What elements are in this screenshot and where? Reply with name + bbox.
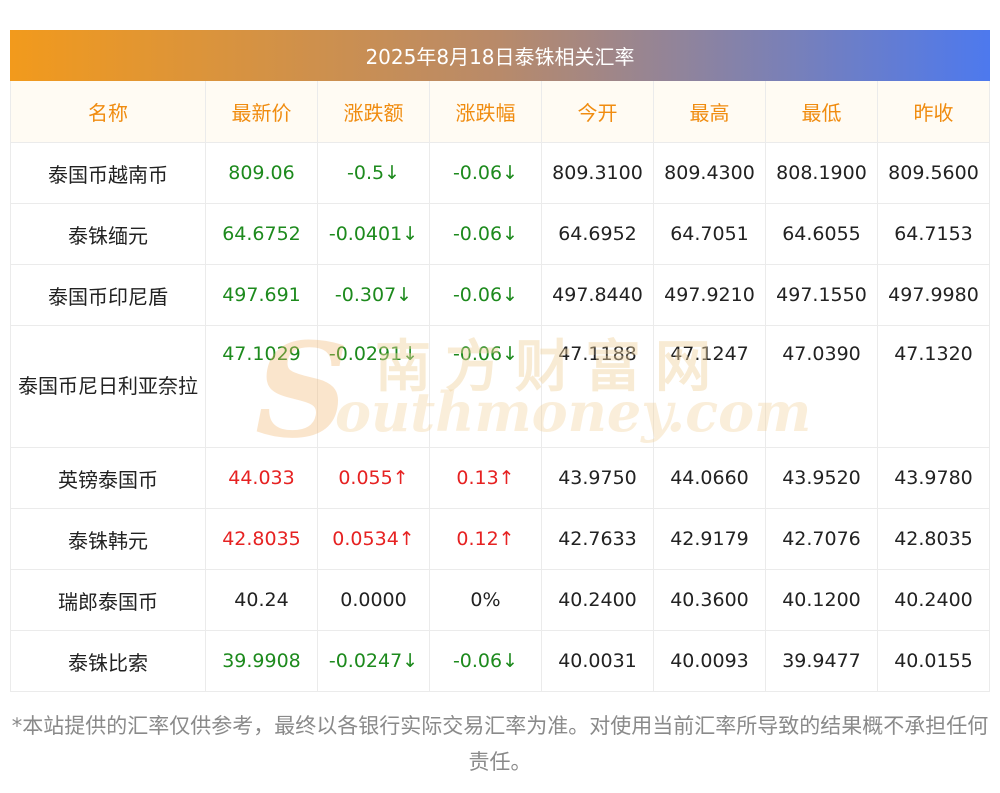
cell-latest: 42.8035 [205, 508, 318, 570]
table-row: 泰铢韩元 42.8035 0.0534↑ 0.12↑ 42.7633 42.9179 42.… [10, 508, 990, 570]
cell-low: 42.7076 [765, 508, 878, 570]
cell-open: 809.3100 [541, 142, 654, 204]
cell-change-pct: -0.06↓ [429, 142, 542, 204]
cell-name: 英镑泰国币 [10, 447, 206, 509]
header-change-pct: 涨跌幅 [429, 81, 542, 143]
cell-open: 40.0031 [541, 630, 654, 692]
cell-latest: 809.06 [205, 142, 318, 204]
cell-change: -0.0247↓ [317, 630, 430, 692]
cell-change: 0.055↑ [317, 447, 430, 509]
cell-prev-close: 42.8035 [877, 508, 990, 570]
table-row: 英镑泰国币 44.033 0.055↑ 0.13↑ 43.9750 44.0660 43.9… [10, 447, 990, 509]
cell-change-pct: -0.06↓ [429, 264, 542, 326]
cell-name: 泰铢韩元 [10, 508, 206, 570]
cell-open: 40.2400 [541, 569, 654, 631]
cell-high: 47.1247 [653, 325, 766, 448]
header-open: 今开 [541, 81, 654, 143]
cell-low: 64.6055 [765, 203, 878, 265]
cell-prev-close: 47.1320 [877, 325, 990, 448]
cell-prev-close: 40.0155 [877, 630, 990, 692]
header-prev-close: 昨收 [877, 81, 990, 143]
cell-high: 40.0093 [653, 630, 766, 692]
header-row: 名称 最新价 涨跌额 涨跌幅 今开 最高 最低 昨收 [10, 81, 990, 143]
cell-low: 39.9477 [765, 630, 878, 692]
cell-open: 47.1188 [541, 325, 654, 448]
cell-change: -0.5↓ [317, 142, 430, 204]
cell-low: 43.9520 [765, 447, 878, 509]
cell-low: 808.1900 [765, 142, 878, 204]
cell-prev-close: 809.5600 [877, 142, 990, 204]
cell-change: -0.307↓ [317, 264, 430, 326]
cell-name: 泰铢比索 [10, 630, 206, 692]
cell-high: 809.4300 [653, 142, 766, 204]
cell-change-pct: -0.06↓ [429, 630, 542, 692]
cell-change: -0.0291↓ [317, 325, 430, 448]
cell-change: 0.0000 [317, 569, 430, 631]
cell-name: 瑞郎泰国币 [10, 569, 206, 631]
cell-open: 43.9750 [541, 447, 654, 509]
cell-high: 40.3600 [653, 569, 766, 631]
cell-latest: 44.033 [205, 447, 318, 509]
header-high: 最高 [653, 81, 766, 143]
exchange-rate-table: 名称 最新价 涨跌额 涨跌幅 今开 最高 最低 昨收 泰国币越南币 809.06-… [10, 81, 990, 692]
table-row: 泰国币印尼盾 497.691 -0.307↓ -0.06↓ 497.8440 497.92… [10, 264, 990, 326]
cell-name: 泰国币越南币 [10, 142, 206, 204]
cell-latest: 39.9908 [205, 630, 318, 692]
cell-change: 0.0534↑ [317, 508, 430, 570]
cell-change-pct: 0.13↑ [429, 447, 542, 509]
cell-change: -0.0401↓ [317, 203, 430, 265]
table-row: 泰铢缅元 64.6752 -0.0401↓ -0.06↓ 64.6952 64.7051 6… [10, 203, 990, 265]
cell-open: 497.8440 [541, 264, 654, 326]
disclaimer: *本站提供的汇率仅供参考，最终以各银行实际交易汇率为准。对使用当前汇率所导致的结… [11, 714, 989, 774]
cell-prev-close: 40.2400 [877, 569, 990, 631]
header-name: 名称 [10, 81, 206, 143]
header-latest: 最新价 [205, 81, 318, 143]
cell-name: 泰国币印尼盾 [10, 264, 206, 326]
cell-latest: 64.6752 [205, 203, 318, 265]
cell-change-pct: -0.06↓ [429, 203, 542, 265]
table-title: 2025年8月18日泰铢相关汇率 [10, 30, 990, 81]
cell-high: 64.7051 [653, 203, 766, 265]
cell-change-pct: 0.12↑ [429, 508, 542, 570]
cell-high: 44.0660 [653, 447, 766, 509]
cell-prev-close: 64.7153 [877, 203, 990, 265]
cell-high: 497.9210 [653, 264, 766, 326]
cell-name: 泰国币尼日利亚奈拉 [10, 325, 206, 448]
cell-latest: 47.1029 [205, 325, 318, 448]
cell-low: 47.0390 [765, 325, 878, 448]
table-row: 瑞郎泰国币 40.24 0.0000 0% 40.2400 40.3600 40.1200 4… [10, 569, 990, 631]
header-change: 涨跌额 [317, 81, 430, 143]
table-row: 泰铢比索 39.9908 -0.0247↓ -0.06↓ 40.0031 40.0093 3… [10, 630, 990, 692]
cell-high: 42.9179 [653, 508, 766, 570]
cell-change-pct: -0.06↓ [429, 325, 542, 448]
cell-latest: 40.24 [205, 569, 318, 631]
cell-low: 40.1200 [765, 569, 878, 631]
header-low: 最低 [765, 81, 878, 143]
cell-prev-close: 497.9980 [877, 264, 990, 326]
table-row: 泰国币尼日利亚奈拉 47.1029 -0.0291↓ -0.06↓ 47.1188 47.… [10, 325, 990, 448]
cell-low: 497.1550 [765, 264, 878, 326]
cell-name: 泰铢缅元 [10, 203, 206, 265]
table-row: 泰国币越南币 809.06 -0.5↓ -0.06↓ 809.3100 809.4300 8… [10, 142, 990, 204]
cell-open: 64.6952 [541, 203, 654, 265]
cell-open: 42.7633 [541, 508, 654, 570]
cell-latest: 497.691 [205, 264, 318, 326]
cell-change-pct: 0% [429, 569, 542, 631]
cell-prev-close: 43.9780 [877, 447, 990, 509]
